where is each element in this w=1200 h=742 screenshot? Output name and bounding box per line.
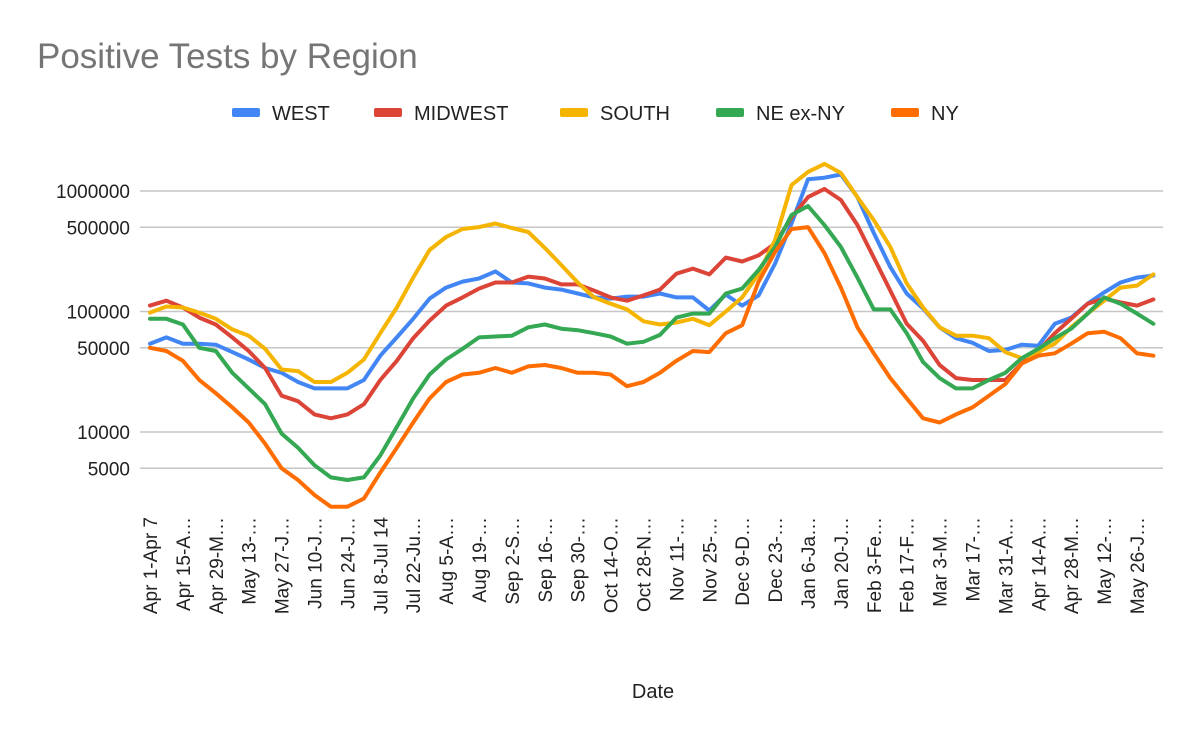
- y-tick-label: 5000: [88, 459, 130, 480]
- x-tick-label: Feb 17-F…: [898, 517, 919, 613]
- series-south: [148, 161, 1156, 384]
- x-tick-label: May 27-J…: [273, 517, 294, 614]
- legend-label: WEST: [272, 103, 330, 125]
- chart-title: Positive Tests by Region: [37, 37, 418, 76]
- series-ny: [148, 225, 1156, 509]
- x-tick-label: Jan 6-Ja…: [799, 517, 820, 609]
- x-tick-label: Mar 17-…: [964, 517, 985, 601]
- x-tick-label: Oct 14-O…: [602, 517, 623, 613]
- x-tick-label: Mar 3-M…: [931, 517, 952, 607]
- x-tick-label: Nov 11-…: [667, 517, 688, 601]
- series-line: [148, 161, 1156, 384]
- x-tick-label: Sep 30-…: [569, 517, 590, 603]
- legend-label: SOUTH: [600, 103, 670, 125]
- x-tick-label: Apr 28-M…: [1062, 517, 1083, 614]
- gridlines: [140, 190, 1163, 470]
- x-tick-label: Apr 15-A…: [174, 517, 195, 611]
- legend-item[interactable]: MIDWEST: [374, 103, 508, 125]
- x-tick-label: Jan 20-J…: [832, 517, 853, 609]
- x-tick-label: Mar 31-A…: [996, 517, 1017, 614]
- x-tick-label: May 13-…: [240, 517, 261, 605]
- legend-item[interactable]: SOUTH: [560, 103, 670, 125]
- series-ne-ex-ny: [148, 204, 1156, 482]
- legend-item[interactable]: NY: [891, 103, 959, 125]
- x-tick-label: Jun 24-J…: [338, 517, 359, 609]
- x-tick-label: Oct 28-N…: [635, 517, 656, 612]
- legend-swatch: [374, 108, 402, 117]
- legend-label: NE ex-NY: [756, 103, 845, 125]
- y-tick-label: 1000000: [56, 182, 130, 203]
- x-tick-label: Apr 1-Apr 7: [141, 517, 162, 614]
- legend-item[interactable]: WEST: [232, 103, 330, 125]
- y-axis-ticks: 5000 10000 50000 100000 500000 1000000: [56, 182, 130, 480]
- legend-swatch: [716, 108, 744, 117]
- legend-swatch: [232, 108, 260, 117]
- legend-label: MIDWEST: [414, 103, 508, 125]
- series-line: [148, 172, 1156, 391]
- x-tick-label: Apr 14-A…: [1029, 517, 1050, 611]
- legend-label: NY: [931, 103, 959, 125]
- x-tick-label: Dec 9-D…: [733, 517, 754, 606]
- x-tick-label: Dec 23-…: [766, 517, 787, 603]
- x-tick-label: Jul 8-Jul 14: [371, 517, 392, 615]
- x-tick-label: Jul 22-Ju…: [404, 517, 425, 613]
- x-tick-label: Aug 5-A…: [437, 517, 458, 605]
- series-west: [148, 172, 1156, 391]
- x-tick-label: May 26-J…: [1128, 517, 1149, 614]
- y-tick-label: 500000: [67, 218, 130, 239]
- x-axis-label: Date: [632, 681, 674, 703]
- y-tick-label: 10000: [77, 423, 130, 444]
- x-tick-label: May 12-…: [1095, 517, 1116, 605]
- x-axis-ticks: Apr 1-Apr 7 Apr 15-A… Apr 29-M… May 13-… May…: [141, 517, 1149, 615]
- series-line: [148, 204, 1156, 482]
- x-tick-label: Aug 19-…: [470, 517, 491, 603]
- legend-item[interactable]: NE ex-NY: [716, 103, 845, 125]
- x-tick-label: Jun 10-J…: [306, 517, 327, 609]
- x-tick-label: Feb 3-Fe…: [865, 517, 886, 613]
- series-lines: [148, 161, 1156, 509]
- legend: WEST MIDWEST SOUTH NE ex-NY NY: [232, 103, 959, 125]
- legend-swatch: [560, 108, 588, 117]
- x-tick-label: Sep 16-…: [536, 517, 557, 603]
- y-tick-label: 100000: [67, 303, 130, 324]
- series-line: [148, 225, 1156, 509]
- x-tick-label: Sep 2-S…: [503, 517, 524, 605]
- legend-swatch: [891, 108, 919, 117]
- y-tick-label: 50000: [77, 339, 130, 360]
- x-tick-label: Nov 25-…: [700, 517, 721, 603]
- x-tick-label: Apr 29-M…: [207, 517, 228, 614]
